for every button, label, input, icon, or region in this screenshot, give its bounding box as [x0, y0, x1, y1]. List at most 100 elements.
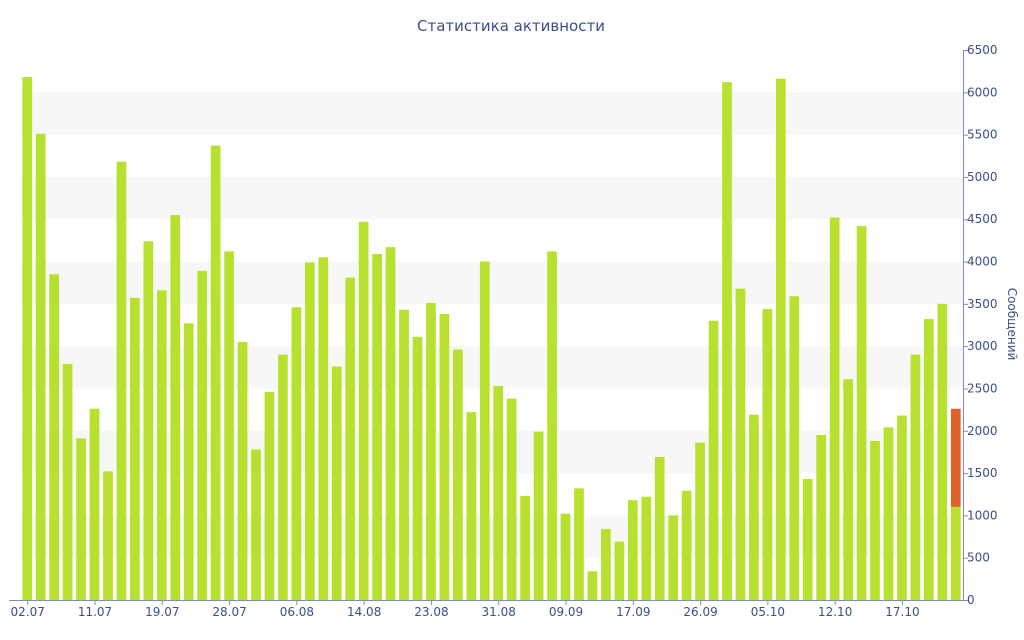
y-tick-label: 2500 — [967, 381, 998, 395]
bars-group — [22, 77, 961, 601]
bar — [156, 290, 167, 600]
y-tick-label: 2000 — [967, 424, 998, 438]
bar — [103, 471, 113, 600]
y-tick-label: 6500 — [967, 43, 998, 57]
bar — [22, 77, 33, 601]
bar — [722, 82, 732, 600]
x-tick-label: 28.07 — [212, 605, 246, 619]
bar — [210, 145, 221, 600]
bar — [547, 251, 557, 600]
x-tick-label: 17.09 — [616, 605, 650, 619]
bar — [789, 296, 800, 600]
bar — [506, 398, 517, 600]
bar — [897, 415, 907, 600]
chart-title: Статистика активности — [417, 17, 605, 35]
bar — [654, 457, 665, 600]
bar — [345, 277, 356, 600]
y-tick-label: 6000 — [967, 85, 998, 99]
bar — [412, 336, 423, 600]
bar — [843, 379, 853, 600]
bar — [197, 270, 208, 600]
bar — [493, 385, 504, 600]
bar — [278, 354, 288, 600]
y-tick-label: 4000 — [967, 255, 998, 269]
x-tick-label: 26.09 — [683, 605, 717, 619]
bar — [183, 323, 194, 600]
bar — [829, 217, 840, 601]
bar — [587, 571, 598, 600]
bar — [816, 435, 827, 600]
bar — [358, 221, 369, 600]
bar — [291, 307, 302, 600]
bar — [870, 440, 880, 600]
bar — [439, 314, 450, 600]
x-tick-label: 05.10 — [751, 605, 785, 619]
y-tick-label: 5500 — [967, 128, 998, 142]
y-tick-label: 0 — [967, 593, 975, 607]
bar — [883, 427, 894, 600]
y-tick-label: 3000 — [967, 339, 998, 353]
bar — [331, 366, 342, 600]
bar — [304, 262, 315, 600]
bar — [49, 274, 59, 600]
x-tick-label: 19.07 — [145, 605, 179, 619]
bar — [116, 161, 127, 600]
x-tick-label: 02.07 — [11, 605, 45, 619]
x-tick-label: 31.08 — [482, 605, 516, 619]
bar — [735, 288, 746, 600]
bar — [318, 257, 329, 600]
x-tick-label: 14.08 — [347, 605, 381, 619]
bar — [372, 253, 382, 600]
bar — [533, 431, 544, 600]
y-tick-label: 5000 — [967, 170, 998, 184]
bar — [479, 261, 490, 600]
y-axis-title: Сообщений — [1005, 288, 1019, 361]
bar — [856, 226, 867, 600]
bar — [937, 303, 948, 600]
bar — [708, 320, 719, 600]
bar — [641, 496, 652, 600]
x-tick-label: 23.08 — [414, 605, 448, 619]
bar — [614, 541, 625, 600]
bar — [668, 515, 679, 600]
bar — [762, 308, 773, 600]
bar — [574, 488, 584, 600]
bar-highlight-segment — [950, 408, 961, 507]
bar — [76, 438, 86, 600]
bar — [224, 251, 234, 600]
x-tick-label: 17.10 — [885, 605, 919, 619]
bar — [35, 133, 46, 600]
bar — [749, 414, 759, 600]
bar — [520, 495, 530, 600]
bar — [802, 479, 813, 600]
bar — [560, 513, 571, 600]
bar — [601, 528, 611, 600]
bar — [924, 319, 934, 600]
bar — [89, 408, 100, 600]
bar — [264, 391, 275, 600]
x-axis-ticks: 02.07 11.07 19.07 28.07 06.08 14.08 23.08 31.08… — [11, 600, 920, 619]
bar — [170, 215, 181, 600]
bar — [695, 442, 705, 600]
bar — [130, 297, 140, 600]
grid-band — [21, 176, 963, 220]
y-tick-label: 1500 — [967, 466, 998, 480]
x-tick-label: 09.09 — [549, 605, 583, 619]
bar — [775, 78, 786, 601]
grid-bands — [21, 92, 963, 558]
bar — [466, 412, 477, 600]
bar — [950, 506, 961, 600]
y-tick-label: 1000 — [967, 508, 998, 522]
bar — [237, 341, 248, 600]
grid-band — [21, 92, 963, 135]
bar — [627, 500, 638, 600]
bar — [681, 490, 692, 600]
bar — [251, 449, 261, 600]
bar — [62, 363, 73, 600]
y-tick-label: 3500 — [967, 297, 998, 311]
y-tick-label: 4500 — [967, 212, 998, 226]
y-axis-ticks: 0 500 1000 1500 2000 2500 3000 3500 4000 4500 5000… — [963, 43, 998, 607]
y-tick-label: 500 — [967, 551, 990, 565]
